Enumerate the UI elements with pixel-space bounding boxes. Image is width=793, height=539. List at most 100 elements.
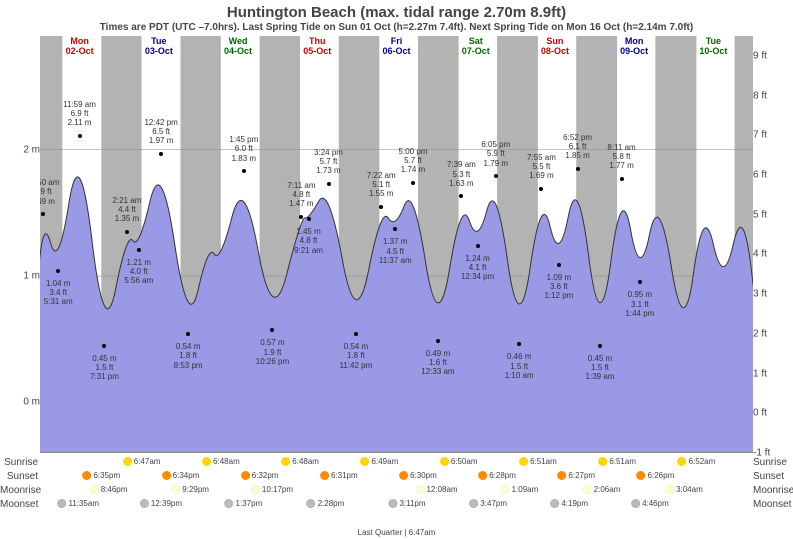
tide-annotation: 2:21 am4.4 ft1.35 m [113, 196, 142, 224]
sunrise-event: 6:48am [281, 457, 319, 466]
tide-annotation: 0.54 m1.8 ft8:53 pm [174, 342, 203, 370]
tide-point [517, 342, 521, 346]
tide-point [411, 181, 415, 185]
moonrise-event: 9:29pm [171, 485, 209, 494]
tide-chart: Huntington Beach (max. tidal range 2.70m… [0, 0, 793, 539]
sunset-event: 6:34pm [162, 471, 200, 480]
tide-annotation: 1:45 pm6.0 ft1.83 m [229, 135, 258, 163]
sunset-event: 6:35pm [82, 471, 120, 480]
tide-point [638, 280, 642, 284]
axis-left-meters: 0 m1 m2 m [0, 36, 40, 453]
tide-annotation: 11:59 am6.9 ft2.11 m [63, 100, 96, 128]
tide-point [620, 177, 624, 181]
tide-annotation: 7:11 am4.8 ft1.47 m [287, 181, 315, 209]
tide-point [307, 217, 311, 221]
event-row-label: Sunset [0, 471, 38, 482]
sunset-event: 6:31pm [320, 471, 358, 480]
plot-area: 12:50 am4.9 ft1.49 m 1.04 m3.4 ft5:31 am 1… [40, 36, 753, 453]
tide-point [186, 332, 190, 336]
tide-point [102, 344, 106, 348]
axis-right-feet: -1 ft0 ft1 ft2 ft3 ft4 ft5 ft6 ft7 ft8 f… [753, 36, 793, 453]
tide-point [78, 134, 82, 138]
moonrise-event: 1:09am [501, 485, 539, 494]
event-row-label: Sunrise [0, 457, 38, 468]
moonset-event: 1:37pm [225, 499, 263, 508]
tide-point [476, 244, 480, 248]
tide-annotation: 5:00 pm5.7 ft1.74 m [399, 147, 428, 175]
tide-annotation: 1.21 m4.0 ft5:56 am [124, 258, 153, 286]
tide-point [557, 263, 561, 267]
tide-annotation: 0.45 m1.5 ft7:31 pm [90, 354, 119, 382]
event-row-label: Moonrise [753, 485, 793, 496]
tide-point [270, 328, 274, 332]
moonset-event: 12:39pm [140, 499, 182, 508]
moonset-event: 2:28pm [307, 499, 345, 508]
tide-point [159, 152, 163, 156]
tide-point [56, 269, 60, 273]
last-quarter-label: Last Quarter | 6:47am [0, 528, 793, 537]
tide-annotation: 1.04 m3.4 ft5:31 am [44, 279, 73, 307]
tide-point [459, 194, 463, 198]
tide-annotation: 6:52 pm6.1 ft1.85 m [563, 133, 592, 161]
chart-subtitle: Times are PDT (UTC –7.0hrs). Last Spring… [0, 22, 793, 33]
tide-annotation: 8:11 am5.8 ft1.77 m [607, 143, 635, 171]
tide-annotation: 12:42 pm6.5 ft1.97 m [144, 118, 177, 146]
sunset-event: 6:28pm [478, 471, 516, 480]
moonrise-event: 2:06am [583, 485, 621, 494]
event-row-label: Sunset [753, 471, 793, 482]
sunrise-event: 6:50am [440, 457, 478, 466]
tide-point [436, 339, 440, 343]
tide-point [137, 248, 141, 252]
tide-annotation: 1.37 m4.5 ft11:37 am [379, 238, 412, 266]
tide-annotation: 1.09 m3.6 ft1:12 pm [544, 273, 573, 301]
sunrise-event: 6:51am [598, 457, 636, 466]
tide-point [539, 187, 543, 191]
tide-annotation: 7:55 am5.5 ft1.69 m [527, 153, 556, 181]
tide-point [494, 174, 498, 178]
tide-annotation: 0.57 m1.9 ft10:26 pm [256, 339, 289, 367]
tide-point [125, 230, 129, 234]
sunrise-event: 6:47am [123, 457, 161, 466]
tide-point [576, 167, 580, 171]
sunset-event: 6:32pm [241, 471, 279, 480]
moonset-event: 3:47pm [469, 499, 507, 508]
sunset-event: 6:27pm [557, 471, 595, 480]
tide-point [393, 227, 397, 231]
event-row-label: Moonset [0, 499, 38, 510]
sunrise-event: 6:52am [678, 457, 716, 466]
tide-point [327, 182, 331, 186]
moonset-event: 11:35am [57, 499, 99, 508]
moonset-event: 4:19pm [550, 499, 588, 508]
chart-title: Huntington Beach (max. tidal range 2.70m… [0, 4, 793, 21]
sunrise-event: 6:48am [202, 457, 240, 466]
tide-point [379, 205, 383, 209]
moonrise-event: 10:17pm [251, 485, 293, 494]
sunset-event: 6:26pm [637, 471, 675, 480]
moonset-event: 3:11pm [388, 499, 425, 508]
sunset-event: 6:30pm [399, 471, 437, 480]
tide-annotation: 0.49 m1.6 ft12:33 am [421, 349, 454, 377]
tide-annotation: 0.54 m1.8 ft11:42 pm [340, 342, 373, 370]
moonset-event: 4:46pm [631, 499, 669, 508]
tide-point [242, 169, 246, 173]
tide-point [41, 212, 45, 216]
tide-annotation: 1.45 m4.8 ft9:21 am [294, 227, 323, 255]
event-row-label: Sunrise [753, 457, 793, 468]
event-row-label: Moonrise [0, 485, 38, 496]
tide-annotation: 1.24 m4.1 ft12:34 pm [461, 254, 494, 282]
moonrise-event: 3:04am [665, 485, 703, 494]
tide-annotation: 6:05 pm5.9 ft1.79 m [481, 140, 510, 168]
tide-annotation: 7:39 am5.3 ft1.63 m [447, 161, 476, 189]
tide-annotation: 3:24 pm5.7 ft1.73 m [314, 148, 343, 176]
tide-annotation: 7:22 am5.1 ft1.55 m [367, 171, 396, 199]
tide-point [299, 215, 303, 219]
moonrise-event: 12:08am [415, 485, 457, 494]
sunrise-event: 6:51am [519, 457, 557, 466]
sunrise-event: 6:49am [361, 457, 399, 466]
event-row-label: Moonset [753, 499, 793, 510]
moonrise-event: 8:46pm [90, 485, 128, 494]
sun-moon-events: 6:47am 6:48am 6:48am 6:49am 6:50am 6:51am 6:51… [0, 457, 793, 539]
tide-annotation: 12:50 am4.9 ft1.49 m [40, 178, 59, 206]
tide-annotation: 0.95 m3.1 ft1:44 pm [625, 291, 654, 319]
tide-point [598, 344, 602, 348]
